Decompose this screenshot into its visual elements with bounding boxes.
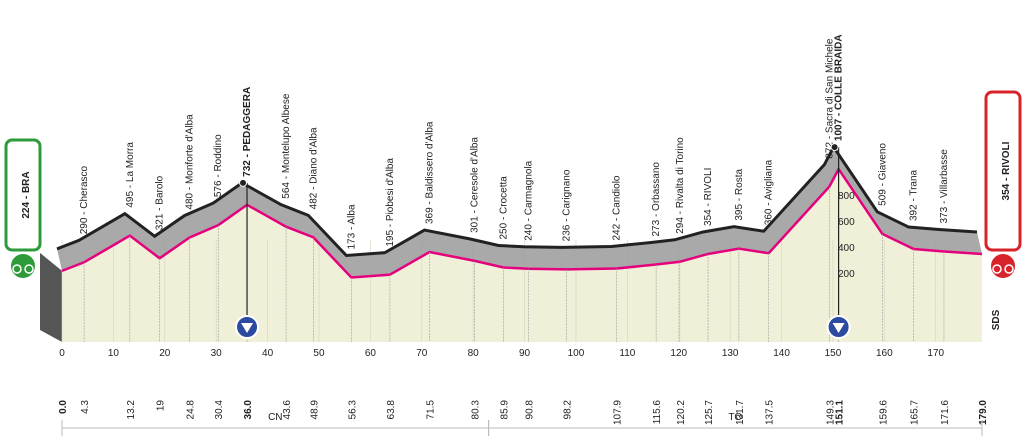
x-tick-label: 170 bbox=[927, 348, 944, 359]
km-label: 149.3 bbox=[825, 400, 836, 425]
km-label: 151.1 bbox=[835, 400, 846, 425]
km-label: 85.9 bbox=[499, 400, 510, 420]
waypoint-label: 564 - Montelupo Albese bbox=[281, 93, 292, 199]
km-label: 107.9 bbox=[613, 400, 624, 425]
x-tick-label: 30 bbox=[211, 348, 223, 359]
km-label: 120.2 bbox=[676, 400, 687, 425]
waypoint-label: 242 - Candiolo bbox=[612, 175, 623, 240]
endpoint-box bbox=[4, 138, 42, 252]
km-label: 48.9 bbox=[309, 400, 320, 420]
waypoint-label: 354 - RIVOLI bbox=[703, 168, 714, 226]
km-label: 115.6 bbox=[652, 400, 663, 425]
y-tick-label: 200 bbox=[838, 269, 855, 280]
y-tick-label: 400 bbox=[838, 243, 855, 254]
waypoint-label: 395 - Rosta bbox=[734, 169, 745, 221]
waypoint-label: 195 - Piobesi d'Alba bbox=[385, 158, 396, 247]
waypoint-label: 872 - Sacra di San Michele bbox=[824, 38, 835, 159]
endpoint-box bbox=[984, 90, 1022, 252]
x-tick-label: 70 bbox=[416, 348, 428, 359]
km-label: 165.7 bbox=[910, 400, 921, 425]
x-tick-label: 60 bbox=[365, 348, 377, 359]
waypoint-label: 236 - Carignano bbox=[562, 169, 573, 241]
waypoint-label: 240 - Carmagnola bbox=[524, 160, 535, 240]
x-tick-label: 40 bbox=[262, 348, 274, 359]
km-label: 13.2 bbox=[126, 400, 137, 420]
x-tick-label: 150 bbox=[825, 348, 842, 359]
waypoint-label: 290 - Cherasco bbox=[79, 165, 90, 234]
x-tick-label: 120 bbox=[670, 348, 687, 359]
km-label: 179.0 bbox=[978, 400, 989, 425]
climb-dot bbox=[239, 178, 248, 187]
km-label: 171.6 bbox=[940, 400, 951, 425]
km-label: 90.8 bbox=[525, 400, 536, 420]
waypoint-label: 373 - Villarbasse bbox=[939, 149, 950, 224]
climb-marker-arrow bbox=[241, 323, 254, 333]
x-tick-label: 110 bbox=[619, 348, 635, 359]
x-tick-label: 50 bbox=[313, 348, 325, 359]
waypoint-label: 732 - PEDAGGERA bbox=[242, 87, 253, 177]
endpoint-label: 224 - BRA bbox=[21, 171, 32, 218]
waypoint-label: 509 - Giaveno bbox=[877, 143, 888, 206]
waypoint-label: 294 - Rivalta di Torino bbox=[675, 137, 686, 234]
x-tick-label: 130 bbox=[722, 348, 739, 359]
waypoint-label: 480 - Monforte d'Alba bbox=[184, 114, 195, 210]
km-label: 125.7 bbox=[704, 400, 715, 425]
x-tick-label: 80 bbox=[468, 348, 480, 359]
waypoint-label: 482 - Diano d'Alba bbox=[308, 127, 319, 209]
profile-fill bbox=[62, 169, 982, 342]
km-label: 30.4 bbox=[214, 400, 225, 420]
waypoint-label: 250 - Crocetta bbox=[498, 176, 509, 240]
x-tick-label: 100 bbox=[568, 348, 585, 359]
profile-wall bbox=[40, 252, 62, 342]
km-label: 36.0 bbox=[243, 400, 254, 420]
endpoint-icon-wheel bbox=[12, 264, 22, 274]
km-label: 24.8 bbox=[185, 400, 196, 420]
km-label: 0.0 bbox=[58, 400, 69, 414]
profile-band bbox=[57, 147, 982, 278]
km-label: 71.5 bbox=[425, 400, 436, 420]
waypoint-label: 321 - Barolo bbox=[155, 175, 166, 230]
brand: SDS bbox=[991, 309, 1002, 330]
km-label: 137.5 bbox=[765, 400, 776, 425]
region-label: CN bbox=[268, 412, 282, 423]
waypoint-label: 369 - Baldissero d'Alba bbox=[424, 121, 435, 224]
ridge-line bbox=[56, 144, 978, 258]
profile-line bbox=[61, 166, 983, 279]
x-tick-label: 160 bbox=[876, 348, 893, 359]
x-tick-label: 0 bbox=[59, 348, 65, 359]
km-label: 4.3 bbox=[80, 400, 91, 414]
km-label: 43.6 bbox=[282, 400, 293, 420]
km-label: 98.2 bbox=[563, 400, 574, 420]
km-label: 63.8 bbox=[386, 400, 397, 420]
x-tick-label: 140 bbox=[773, 348, 790, 359]
km-label: 56.3 bbox=[347, 400, 358, 420]
waypoint-label: 360 - Avigliana bbox=[764, 159, 775, 225]
climb-dot bbox=[830, 143, 839, 152]
y-tick-label: 600 bbox=[838, 217, 855, 228]
waypoint-label: 301 - Ceresole d'Alba bbox=[470, 137, 481, 233]
endpoint-icon-wheel bbox=[992, 264, 1002, 274]
region-label: TO bbox=[728, 412, 742, 423]
waypoint-label: 392 - Trana bbox=[909, 169, 920, 221]
waypoint-label: 1007 - COLLE BRAIDA bbox=[834, 34, 845, 141]
km-label: 80.3 bbox=[471, 400, 482, 420]
waypoint-label: 273 - Orbassano bbox=[651, 162, 662, 237]
x-tick-label: 90 bbox=[519, 348, 531, 359]
km-label: 159.6 bbox=[878, 400, 889, 425]
km-label: 131.7 bbox=[735, 400, 746, 425]
waypoint-label: 576 - Roddino bbox=[213, 134, 224, 197]
x-tick-label: 10 bbox=[108, 348, 120, 359]
waypoint-label: 173 - Alba bbox=[346, 204, 357, 249]
endpoint-label: 354 - RIVOLI bbox=[1001, 141, 1012, 200]
km-label: 19 bbox=[156, 400, 167, 412]
endpoint-icon-wheel bbox=[24, 264, 34, 274]
y-tick-label: 800 bbox=[838, 191, 855, 202]
x-tick-label: 20 bbox=[159, 348, 171, 359]
climb-marker-arrow bbox=[832, 323, 845, 333]
endpoint-icon-wheel bbox=[1004, 264, 1014, 274]
waypoint-label: 495 - La Morra bbox=[125, 142, 136, 208]
